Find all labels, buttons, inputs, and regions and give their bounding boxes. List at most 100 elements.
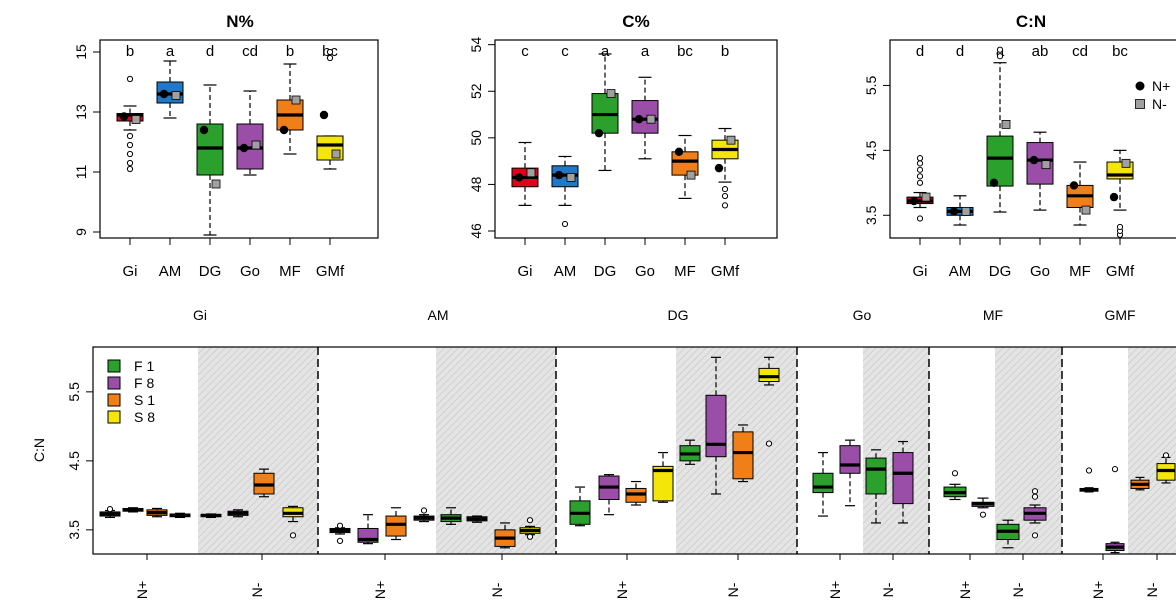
bottom-box-AM-F8 [466,515,488,523]
panel-0-mean-n-plus [319,110,329,120]
panel-2-xtick-label: MF [1069,263,1091,280]
panel-1-mean-n-plus [674,147,684,157]
bottom-treatment-label: N+ [614,581,630,599]
bottom-box-AM-S8-outlier [420,507,428,514]
bottom-shade-n-minus [863,347,929,554]
panel-0-letter: b [126,43,134,60]
panel-0-letter: d [206,43,214,60]
bottom-box-DG-S8-body [758,367,780,383]
bottom-box-GMF-F8-outlier [1111,466,1119,473]
panel-0-mean-n-plus [199,125,209,135]
bottom-site-label-GMF: GMF [1104,307,1135,323]
panel-2-mean-n-plus [1069,181,1079,190]
bottom-box-Go-F1 [865,449,887,524]
panel-0-mean-n-minus [131,115,141,124]
panel-1-mean-n-minus [606,89,616,98]
bottom-shade-n-minus [198,347,318,554]
bottom-box-DG-F8 [598,474,620,516]
panel-1-ytick-label: 54 [468,37,484,53]
panel-0-letter: b [286,43,294,60]
bottom-box-Gi-F1 [99,506,121,519]
bottom-legend-label-S1: S 1 [134,392,155,408]
bottom-box-Gi-F1-outlier [106,506,114,513]
bottom-legend-swatch-S1 [107,393,121,407]
panel-2-mean-n-minus [1121,158,1131,168]
bottom-legend-swatch-S8 [107,410,121,424]
panel-1-letter: b [721,43,729,60]
panel-0-letter: cd [242,43,258,60]
bottom-box-Go-F1 [812,451,834,517]
panel-0-box-GMf-outlier [326,54,334,62]
bottom-treatment-label: N- [1144,582,1160,597]
panel-2-xtick-label: AM [949,263,972,280]
panel-0-mean-n-minus [211,179,221,189]
bottom-legend-label-S8: S 8 [134,409,155,425]
bottom-box-AM-F1-outlier [336,537,344,544]
panel-1-mean-n-minus [726,135,736,145]
panel-2-letter: cd [1072,43,1088,60]
panel-1-mean-n-minus [646,114,656,124]
panel-0-xtick-label: Go [240,263,260,280]
panel-1-box-AM [551,155,579,228]
bottom-box-Gi-S1 [146,507,168,518]
panel-0-frame [99,39,379,239]
bottom-site-label-Gi: Gi [193,307,207,323]
panel-2-box-Gi-outlier [916,179,924,186]
panel-0-ytick-label: 15 [73,44,89,60]
bottom-box-MF-F8-outlier [1031,532,1039,539]
bottom-box-Gi-S8 [282,505,304,539]
bottom-box-DG-F1 [679,439,701,465]
panel-0-box-Gi-outlier [126,75,134,83]
bottom-ytick-label: 3.5 [66,520,82,540]
panel-2-xtick-label: Go [1030,263,1050,280]
panel-1-box-MF [671,134,699,199]
bottom-box-Gi-S1 [253,468,275,498]
bottom-site-label-MF: MF [983,307,1003,323]
bottom-box-AM-F1-outlier [336,522,344,529]
panel-2-box-Gi-outlier [916,166,924,173]
panel-1-box-GMf-outlier [721,185,729,193]
legend-n-minus-label: N- [1152,96,1167,112]
panel-0-xtick-label: GMf [316,263,345,280]
bottom-ytick-label: 4.5 [66,451,82,471]
bottom-site-label-DG: DG [668,307,689,323]
panel-1-box-GMf [711,127,739,209]
panel-2-mean-n-plus [949,207,959,216]
bottom-box-DG-F1 [569,486,591,527]
panel-2-ytick-label: 4.5 [863,140,879,160]
panel-0-box-Gi-outlier [126,150,134,158]
panel-2-letter: d [956,43,964,60]
panel-1-mean-n-plus [514,173,524,182]
panel-1-xtick-label: DG [594,263,617,280]
panel-0-box-Gi-outlier [126,159,134,167]
panel-2-box-GMf [1106,149,1134,238]
panel-0-xtick-label: DG [199,263,222,280]
panel-1-ytick-label: 50 [468,130,484,146]
panel-2-xtick-label: DG [989,263,1012,280]
bottom-treatment-label: N- [880,582,896,597]
panel-2-mean-n-plus [1029,155,1039,165]
bottom-legend-swatch-F1 [107,359,121,373]
bottom-site-label-AM: AM [428,307,449,323]
bottom-treatment-label: N+ [372,581,388,599]
bottom-box-DG-S8-body [652,465,674,502]
panel-1-letter: a [601,43,610,60]
legend-n-plus-label: N+ [1152,78,1170,94]
panel-0-xtick-label: Gi [123,263,138,280]
panel-0-xtick-label: MF [279,263,301,280]
bottom-legend-label-F8: F 8 [134,375,154,391]
panel-2-xtick-label: GMf [1106,263,1135,280]
panel-0-ytick-label: 9 [73,228,89,236]
panel-0-title: N% [226,12,253,31]
panel-1-letter: c [521,43,529,60]
panel-0-mean-n-plus [279,125,289,135]
bottom-box-GMF-F1-outlier [1085,467,1093,474]
panel-0-ytick-label: 11 [73,165,89,180]
bottom-box-GMF-F8 [1105,466,1125,554]
panel-2-box-DG-body [986,135,1014,187]
panel-1-letter: a [641,43,650,60]
bottom-legend-swatch-F8 [107,376,121,390]
panel-1-mean-n-minus [526,168,536,178]
panel-0-mean-n-minus [171,91,181,100]
panel-1-ytick-label: 46 [468,223,484,239]
